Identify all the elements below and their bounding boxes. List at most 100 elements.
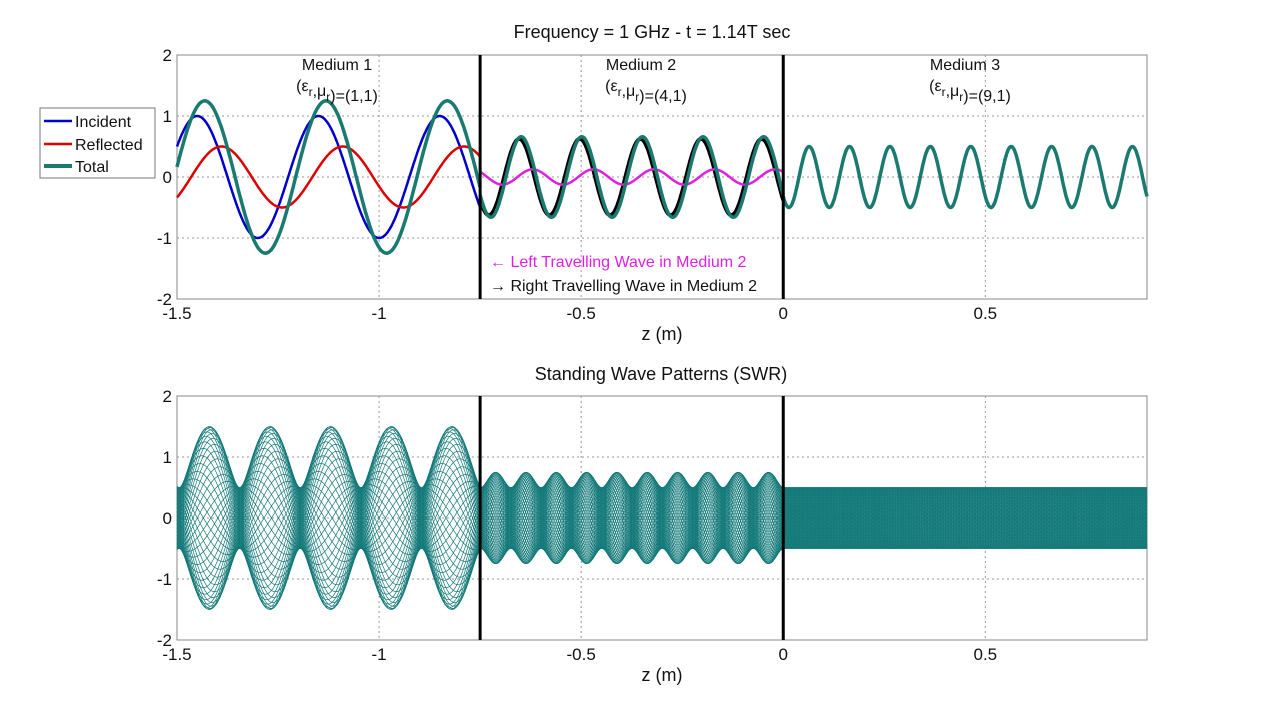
y-tick-label: 2 [163,387,172,406]
top-title: Frequency = 1 GHz - t = 1.14T sec [514,22,791,42]
snapshot-curve [479,481,784,555]
snapshot-curve [176,443,481,593]
y-tick-label: -2 [157,290,172,309]
x-tick-label: -0.5 [567,645,596,664]
snapshot-curve [176,478,481,558]
snapshot-curve [479,484,784,552]
snapshot-curve [782,487,1148,549]
snapshot-curve [782,487,1148,549]
snapshot-curve [783,487,1148,549]
snapshot-curve [782,487,1148,549]
medium-2-label: Medium 2 [606,57,676,74]
snapshot-curve [783,487,1148,549]
snapshot-curve [176,487,481,549]
legend-label-incident: Incident [75,114,132,131]
x-tick-label: 0 [779,304,788,323]
medium-3-params: (εr,μr)=(9,1) [929,78,1011,105]
legend-label-reflected: Reflected [75,137,143,154]
x-tick-label: -1.5 [162,645,191,664]
snapshot-curve [479,472,784,564]
snapshot-curve [479,474,784,562]
snapshot-curve [783,487,1148,549]
legend: Incident Reflected Total [39,107,156,179]
snapshot-curve [782,487,1148,549]
snapshot-curve [782,487,1148,549]
snapshot-curve [782,487,1148,549]
snapshot-curve [479,481,784,555]
y-tick-label: 2 [163,46,172,65]
series-incident [175,114,482,240]
snapshot-curve [176,443,481,593]
series-total-medium-2 [478,135,785,219]
x-tick-label: -1 [372,304,387,323]
snapshot-curve [479,486,784,550]
snapshot-curve [176,481,481,555]
snapshot-curve [782,487,1148,549]
snapshot-curve [176,474,481,562]
snapshot-curve [176,448,481,588]
snapshot-curve [782,487,1148,549]
snapshot-curve [176,466,481,570]
snapshot-curve [479,472,784,564]
snapshot-curve [176,438,481,598]
snapshot-curve [176,485,481,551]
medium-1-label: Medium 1 [302,57,372,74]
snapshot-curve [479,473,784,563]
snapshot-curve [479,486,784,550]
snapshot-curve [783,487,1148,549]
snapshot-curve [176,463,481,573]
snapshot-curve [782,487,1148,549]
left-wave-annotation: ← Left Travelling Wave in Medium 2 [490,254,747,271]
series-total-medium-3 [781,144,1149,210]
snapshot-curve [479,483,784,553]
legend-label-total: Total [75,159,109,176]
snapshot-curve [479,486,784,550]
series-left-travelling-wave-in-medium-2 [479,168,784,186]
bottom-tick-labels: -1.5 -1 -0.5 0 0.5 -2 -1 0 1 2 [157,387,997,664]
snapshot-curve [782,487,1148,549]
top-xlabel: z (m) [642,324,683,344]
snapshot-curve [479,484,784,552]
y-tick-label: 1 [163,107,172,126]
snapshot-curve [782,487,1148,549]
y-tick-label: 0 [163,168,172,187]
bottom-xlabel: z (m) [642,665,683,685]
y-tick-label: -1 [157,229,172,248]
snapshot-curve [176,450,481,586]
snapshot-curve [782,487,1148,549]
snapshot-curve [782,487,1148,549]
snapshot-curve [176,458,481,578]
snapshot-curve [782,487,1148,549]
snapshot-curve [479,479,784,557]
top-axes: -1.5 -1 -0.5 0 0.5 -2 -1 0 1 2 Frequency = 1 GHz … [157,22,1149,344]
series-total-medium-1 [175,99,482,255]
x-tick-label: -0.5 [567,304,596,323]
snapshot-curve [176,458,481,578]
y-tick-label: 1 [163,448,172,467]
snapshot-curve [479,473,784,563]
bottom-axes: -1.5 -1 -0.5 0 0.5 -2 -1 0 1 2 Standing Wave Patt… [157,364,1148,685]
medium-1-params: (εr,μr)=(1,1) [296,78,378,105]
snapshot-curve [479,486,784,550]
snapshot-curve [782,487,1148,549]
snapshot-curve [479,471,784,565]
top-curves [175,55,1149,299]
snapshot-curve [176,455,481,581]
snapshot-curve [176,450,481,586]
x-tick-label: 0.5 [974,304,998,323]
y-tick-label: -2 [157,631,172,650]
x-tick-label: 0.5 [974,645,998,664]
snapshot-curve [782,487,1148,549]
snapshot-curve [782,487,1148,549]
snapshot-curve [479,476,784,560]
snapshot-curve [783,487,1148,549]
medium-2-params: (εr,μr)=(4,1) [605,78,687,105]
snapshot-curve [479,483,784,553]
snapshot-curve [783,487,1148,549]
bottom-title: Standing Wave Patterns (SWR) [535,364,787,384]
y-tick-label: 0 [163,509,172,528]
top-tick-labels: -1.5 -1 -0.5 0 0.5 -2 -1 0 1 2 [157,46,997,323]
snapshot-curve [176,471,481,565]
x-tick-label: 0 [779,645,788,664]
